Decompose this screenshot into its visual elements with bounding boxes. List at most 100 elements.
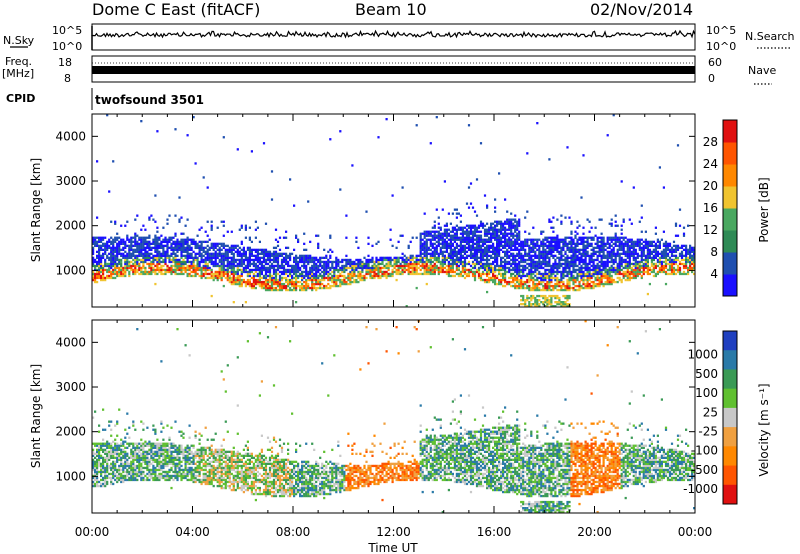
heatmap-cell [556,218,559,221]
heatmap-cell [268,252,272,256]
heatmap-cell [140,248,143,252]
heatmap-cell [94,240,97,244]
heatmap-cell [504,266,507,270]
heatmap-cell [323,256,326,260]
heatmap-cell [134,248,137,252]
heatmap-cell [431,254,434,258]
heatmap-cell [264,278,268,282]
heatmap-cell [92,272,95,276]
heatmap-cell [588,256,591,260]
heatmap-cell [323,284,326,288]
heatmap-cell [140,254,143,258]
heatmap-cell [445,264,448,268]
heatmap-cell [558,280,561,284]
heatmap-cell [518,244,521,248]
heatmap-cell [453,232,456,235]
heatmap-cell [554,274,557,278]
heatmap-cell [500,280,503,284]
heatmap-cell [357,260,360,264]
cpid-value: twofsound 3501 [95,93,204,107]
heatmap-cell [311,280,314,284]
heatmap-cell [315,272,318,276]
heatmap-cell [317,280,320,284]
heatmap-cell [150,272,153,276]
heatmap-cell [433,258,436,262]
heatmap-cell [572,264,575,268]
heatmap-cell [96,274,99,278]
heatmap-cell [568,270,571,274]
heatmap-cell [216,256,219,260]
heatmap-cell [556,262,559,266]
heatmap-cell [455,264,458,268]
heatmap-cell [636,262,639,266]
heatmap-cell [479,254,483,258]
heatmap-cell [486,254,489,258]
heatmap-cell [526,266,529,270]
heatmap-cell [528,305,531,308]
heatmap-cell [429,254,432,258]
heatmap-cell [423,212,426,215]
heatmap-cell [142,240,145,244]
heatmap-cell [148,244,151,248]
heatmap-cell [508,268,511,272]
heatmap-cell [240,256,243,260]
heatmap-cell [262,264,266,268]
heatmap-cell [638,240,641,244]
heatmap-cell [578,250,581,254]
heatmap-cell [98,254,101,258]
heatmap-cell [240,280,243,284]
heatmap-cell [453,260,456,264]
heatmap-cell [626,238,629,241]
heatmap-cell [94,258,97,262]
heatmap-cell [278,288,282,292]
heatmap-cell [548,250,551,254]
heatmap-cell [102,276,105,280]
heatmap-cell [580,276,583,280]
heatmap-cell [473,256,477,260]
date-title: 02/Nov/2014 [590,0,693,19]
heatmap-cell [646,260,649,264]
heatmap-cell [401,252,404,256]
heatmap-cell [528,262,531,266]
heatmap-cell [200,256,203,260]
heatmap-cell [554,276,557,280]
heatmap-cell [254,280,257,284]
heatmap-cell [556,270,559,274]
heatmap-cell [198,240,201,244]
heatmap-cell [204,252,207,256]
heatmap-cell [566,254,569,258]
heatmap-cell [572,242,575,246]
heatmap-cell [270,286,274,290]
heatmap-cell [266,256,270,260]
heatmap-cell [152,218,155,221]
heatmap-cell [375,264,378,268]
heatmap-cell [512,226,515,229]
heatmap-cell [461,240,464,244]
heatmap-cell [393,258,396,262]
heatmap-cell [496,250,499,254]
heatmap-cell [540,280,543,284]
heatmap-cell [232,268,235,272]
heatmap-cell [174,256,177,260]
heatmap-cell [339,280,342,284]
heatmap-cell [594,264,597,268]
heatmap-cell [582,276,585,280]
heatmap-cell [289,278,292,282]
heatmap-cell [272,266,276,270]
heatmap-cell [516,246,519,250]
heatmap-cell [604,272,607,276]
heatmap-cell [226,244,229,248]
heatmap-cell [590,226,593,229]
heatmap-cell [274,280,278,284]
heatmap-cell [568,284,571,288]
heatmap-cell [297,274,300,278]
heatmap-cell [114,236,117,239]
heatmap-cell [467,206,471,209]
heatmap-cell [632,262,635,266]
heatmap-cell [351,260,354,264]
heatmap-cell [530,250,533,254]
heatmap-cell [136,240,139,244]
heatmap-cell [490,278,493,282]
heatmap-cell [574,256,577,260]
heatmap-cell [612,258,615,262]
